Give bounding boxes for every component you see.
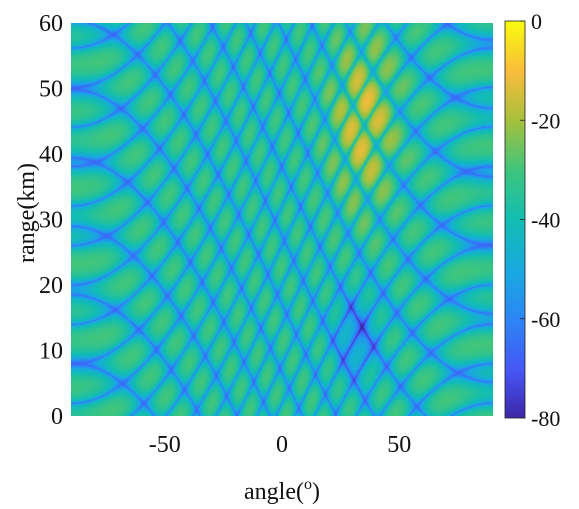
y-tick-label: 40 xyxy=(39,142,63,168)
y-tick-label: 0 xyxy=(51,404,63,430)
colorbar-axis: 0 -20 -40 -60 -80 xyxy=(520,9,560,431)
colorbar-tick-label: -20 xyxy=(531,108,560,133)
colorbar-tick-label: -40 xyxy=(531,208,560,233)
x-tick-label: -50 xyxy=(149,432,181,458)
colorbar-tick-label: -60 xyxy=(531,307,560,332)
heatmap-plot-area xyxy=(71,23,493,416)
x-tick-label: 50 xyxy=(387,432,411,458)
heatmap-image xyxy=(71,23,493,416)
x-axis-label: angle(o) xyxy=(244,476,320,505)
y-tick-label: 60 xyxy=(39,11,63,37)
colorbar-tick-label: -80 xyxy=(531,406,560,431)
x-tick-label: 0 xyxy=(276,432,288,458)
x-axis: -50 0 50 xyxy=(149,432,411,458)
colorbar-tick-label: 0 xyxy=(531,9,542,34)
y-tick-label: 10 xyxy=(39,339,63,365)
y-tick-label: 20 xyxy=(39,273,63,299)
y-tick-label: 30 xyxy=(39,208,63,234)
y-axis: 0 10 20 30 40 50 60 xyxy=(39,11,63,430)
y-axis-label: range(km) xyxy=(14,163,40,263)
y-tick-label: 50 xyxy=(39,77,63,103)
